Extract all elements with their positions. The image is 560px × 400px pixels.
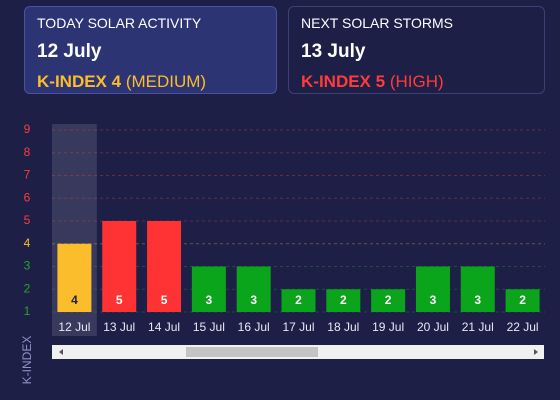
x-tick-label: 14 Jul (148, 320, 180, 334)
bar (281, 289, 316, 312)
card-index: K-INDEX 5 (HIGH) (301, 72, 532, 92)
card-date: 12 July (37, 41, 102, 62)
bar-value-label: 3 (206, 293, 213, 307)
card-index: K-INDEX 4 (MEDIUM) (37, 72, 264, 92)
y-tick-label: 6 (24, 190, 31, 204)
next-card: NEXT SOLAR STORMS 13 July K-INDEX 5 (HIG… (288, 6, 545, 94)
k-index: K-INDEX 5 (301, 72, 386, 91)
scrollbar-thumb[interactable] (186, 347, 318, 357)
y-tick-label: 9 (24, 122, 31, 136)
bar (102, 221, 137, 312)
scroll-left[interactable] (59, 349, 63, 355)
y-tick-label: 7 (24, 168, 31, 182)
bar-value-label: 2 (519, 293, 526, 307)
x-tick-label: 22 Jul (507, 320, 539, 334)
y-tick-label: 5 (24, 213, 31, 227)
today-card: TODAY SOLAR ACTIVITY 12 July K-INDEX 4 (… (24, 6, 277, 94)
card-label: TODAY SOLAR ACTIVITY (37, 15, 202, 31)
bar (236, 266, 271, 312)
y-tick-label: 4 (24, 236, 31, 250)
level: (MEDIUM) (125, 72, 207, 91)
x-tick-label: 12 Jul (58, 320, 90, 334)
x-tick-label: 13 Jul (103, 320, 135, 334)
bar-value-label: 2 (340, 293, 347, 307)
bar (505, 289, 540, 312)
bar-value-label: 2 (295, 293, 302, 307)
y-tick-label: 3 (24, 259, 31, 273)
y-tick-label: 8 (24, 145, 31, 159)
y-tick-label: 2 (24, 281, 31, 295)
k-index: K-INDEX 4 (37, 72, 122, 91)
bar-value-label: 2 (385, 293, 392, 307)
bar (147, 221, 182, 312)
x-tick-label: 17 Jul (282, 320, 314, 334)
bar (371, 289, 406, 312)
bar-value-label: 5 (161, 293, 168, 307)
bar-value-label: 4 (71, 293, 78, 307)
card-label: NEXT SOLAR STORMS (301, 15, 453, 31)
scroll-right[interactable] (534, 349, 538, 355)
bar (57, 243, 92, 312)
card-date: 13 July (301, 41, 366, 62)
x-tick-label: 20 Jul (417, 320, 449, 334)
level: (HIGH) (389, 72, 444, 91)
x-tick-label: 16 Jul (238, 320, 270, 334)
bar (460, 266, 495, 312)
x-tick-label: 18 Jul (327, 320, 359, 334)
y-axis-label: K-INDEX (20, 336, 34, 385)
bar (415, 266, 450, 312)
bar-value-label: 3 (474, 293, 481, 307)
bar-value-label: 3 (250, 293, 257, 307)
bar (191, 266, 226, 312)
bar (326, 289, 361, 312)
bar-value-label: 5 (116, 293, 123, 307)
x-tick-label: 15 Jul (193, 320, 225, 334)
bar-value-label: 3 (430, 293, 437, 307)
x-tick-label: 19 Jul (372, 320, 404, 334)
x-tick-label: 21 Jul (462, 320, 494, 334)
y-tick-label: 1 (24, 304, 31, 318)
